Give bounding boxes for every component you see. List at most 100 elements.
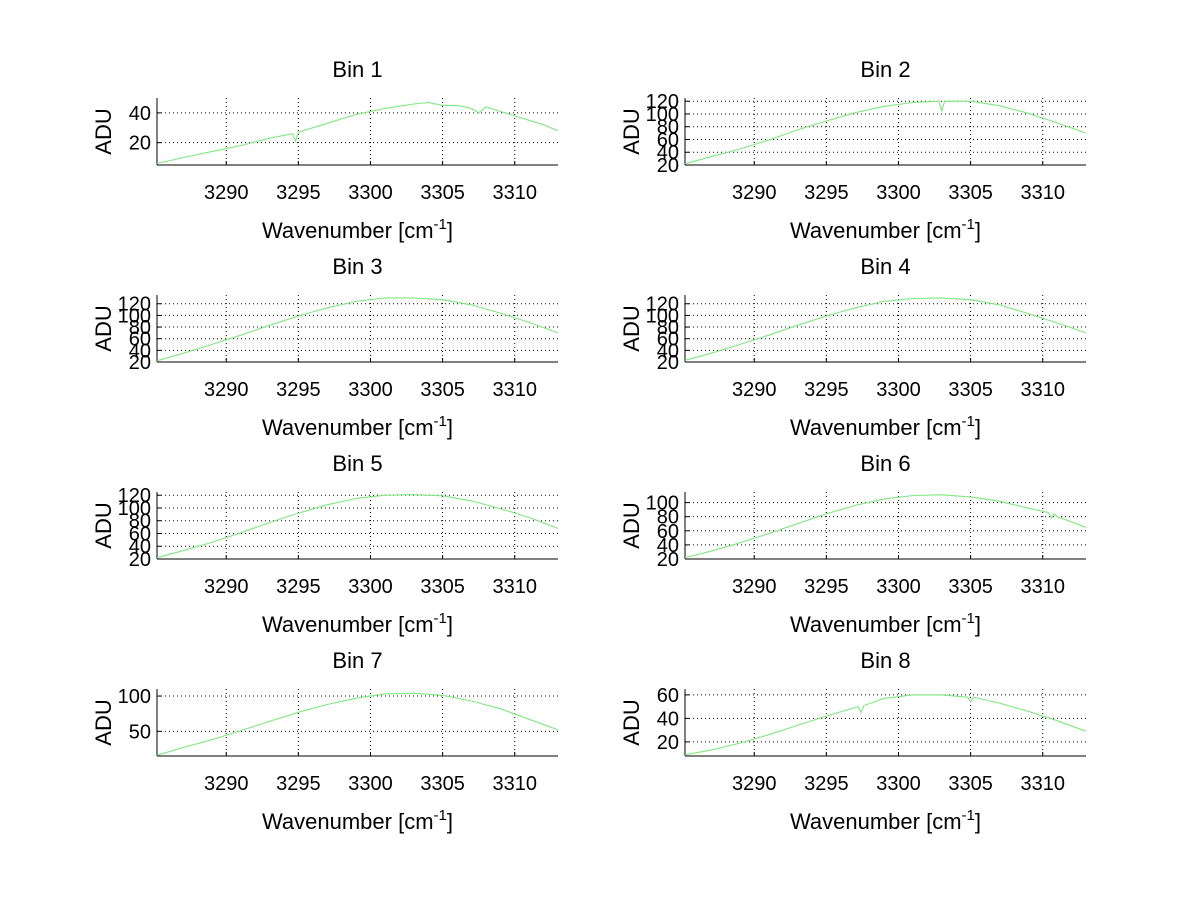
subplot-title: Bin 6	[860, 451, 910, 476]
y-tick-label: 40	[129, 103, 151, 125]
y-tick-label: 20	[657, 155, 679, 177]
x-tick-label: 3295	[276, 773, 321, 795]
x-axis-label-text: Wavenumber [cm	[790, 415, 962, 440]
x-axis-label-end: ]	[975, 415, 981, 440]
y-tick-label: 50	[129, 721, 151, 743]
x-tick-label: 3290	[732, 576, 777, 598]
x-tick-label: 3300	[348, 576, 393, 598]
x-tick-label: 3305	[948, 379, 993, 401]
y-tick-label: 120	[646, 91, 679, 113]
subplot-title: Bin 5	[332, 451, 382, 476]
y-tick-label: 40	[657, 535, 679, 557]
x-tick-label: 3300	[876, 379, 921, 401]
y-tick-label: 100	[646, 104, 679, 126]
x-tick-label: 3290	[204, 182, 249, 204]
x-axis-label-superscript: -1	[434, 610, 447, 627]
x-tick-label: 3305	[948, 773, 993, 795]
x-tick-label: 3305	[420, 379, 465, 401]
y-axis-label: ADU	[619, 699, 644, 745]
y-tick-label: 40	[129, 340, 151, 362]
x-tick-label: 3295	[804, 576, 849, 598]
x-tick-label: 3305	[420, 773, 465, 795]
y-axis-label: ADU	[91, 502, 116, 548]
x-tick-label: 3300	[348, 379, 393, 401]
y-tick-label: 80	[129, 511, 151, 533]
x-tick-label: 3300	[348, 773, 393, 795]
x-axis-label-superscript: -1	[434, 413, 447, 430]
y-axis-label: ADU	[619, 108, 644, 154]
y-tick-label: 100	[118, 305, 151, 327]
y-tick-label: 80	[657, 507, 679, 529]
y-tick-label: 100	[118, 498, 151, 520]
x-axis-label-text: Wavenumber [cm	[262, 415, 434, 440]
y-tick-label: 40	[657, 142, 679, 164]
x-tick-label: 3290	[732, 182, 777, 204]
x-axis-label-end: ]	[975, 612, 981, 637]
y-tick-label: 100	[118, 686, 151, 708]
x-tick-label: 3310	[1020, 773, 1065, 795]
x-tick-label: 3290	[732, 379, 777, 401]
x-tick-label: 3305	[420, 182, 465, 204]
x-axis-label: Wavenumber [cm-1]	[790, 807, 981, 834]
y-tick-label: 120	[118, 485, 151, 507]
y-tick-label: 60	[129, 329, 151, 351]
y-tick-label: 80	[657, 117, 679, 139]
x-axis-label-end: ]	[975, 218, 981, 243]
x-tick-label: 3300	[348, 182, 393, 204]
x-axis-label-superscript: -1	[962, 216, 975, 233]
x-tick-label: 3305	[948, 576, 993, 598]
x-tick-label: 3290	[204, 576, 249, 598]
y-tick-label: 40	[657, 708, 679, 730]
y-tick-label: 20	[129, 549, 151, 571]
x-axis-label: Wavenumber [cm-1]	[262, 610, 453, 637]
subplot-title: Bin 3	[332, 254, 382, 279]
y-tick-label: 60	[657, 521, 679, 543]
x-tick-label: 3295	[276, 182, 321, 204]
x-tick-label: 3295	[276, 379, 321, 401]
y-tick-label: 20	[657, 352, 679, 374]
y-tick-label: 60	[129, 523, 151, 545]
x-tick-label: 3310	[492, 773, 537, 795]
y-axis-label: ADU	[91, 305, 116, 351]
x-axis-label-text: Wavenumber [cm	[262, 218, 434, 243]
x-tick-label: 3300	[876, 182, 921, 204]
x-tick-label: 3290	[204, 773, 249, 795]
y-tick-label: 20	[129, 133, 151, 155]
y-tick-label: 120	[118, 294, 151, 316]
x-axis-label-end: ]	[447, 809, 453, 834]
spectrum-line	[684, 494, 1087, 559]
x-tick-label: 3310	[1020, 576, 1065, 598]
y-tick-label: 60	[657, 129, 679, 151]
x-axis-label-superscript: -1	[434, 807, 447, 824]
y-axis-label: ADU	[619, 305, 644, 351]
x-axis-label-superscript: -1	[962, 807, 975, 824]
subplot-title: Bin 4	[860, 254, 910, 279]
x-axis-label-text: Wavenumber [cm	[790, 612, 962, 637]
x-tick-label: 3310	[492, 379, 537, 401]
x-axis-label: Wavenumber [cm-1]	[262, 413, 453, 440]
spectrum-line	[156, 692, 559, 756]
subplot-title: Bin 2	[860, 57, 910, 82]
x-tick-label: 3290	[204, 379, 249, 401]
x-axis-label-end: ]	[447, 415, 453, 440]
y-tick-label: 40	[657, 340, 679, 362]
y-tick-label: 100	[646, 493, 679, 515]
x-axis-label-superscript: -1	[434, 216, 447, 233]
y-tick-label: 20	[657, 549, 679, 571]
x-axis-label-superscript: -1	[962, 610, 975, 627]
y-axis-label: ADU	[619, 502, 644, 548]
y-tick-label: 60	[657, 329, 679, 351]
y-tick-label: 100	[646, 305, 679, 327]
y-tick-label: 80	[129, 317, 151, 339]
x-axis-label: Wavenumber [cm-1]	[790, 216, 981, 243]
x-tick-label: 3300	[876, 576, 921, 598]
spectrum-line	[684, 100, 1087, 165]
spectrum-line	[156, 494, 559, 559]
x-axis-label: Wavenumber [cm-1]	[790, 610, 981, 637]
subplot-title: Bin 1	[332, 57, 382, 82]
